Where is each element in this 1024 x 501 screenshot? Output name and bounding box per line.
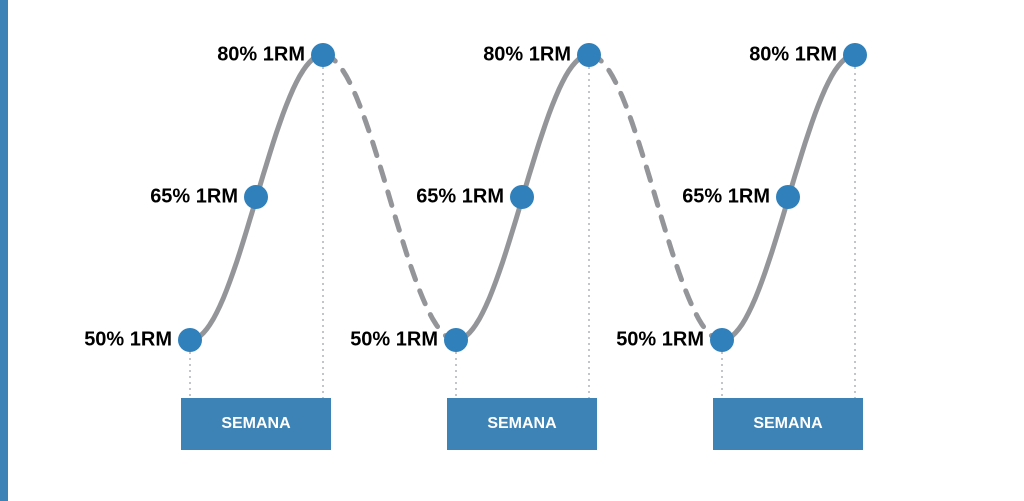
week-box-1: SEMANA [447, 398, 597, 450]
marker-4 [510, 185, 534, 209]
marker-2 [311, 43, 335, 67]
marker-7 [776, 185, 800, 209]
marker-3 [444, 328, 468, 352]
point-label-3: 50% 1RM [350, 329, 438, 352]
point-label-4: 65% 1RM [416, 186, 504, 209]
marker-6 [710, 328, 734, 352]
point-label-0: 50% 1RM [84, 329, 172, 352]
marker-0 [178, 328, 202, 352]
marker-1 [244, 185, 268, 209]
point-label-5: 80% 1RM [483, 44, 571, 67]
point-label-1: 65% 1RM [150, 186, 238, 209]
point-label-8: 80% 1RM [749, 44, 837, 67]
week-box-2: SEMANA [713, 398, 863, 450]
week-box-0: SEMANA [181, 398, 331, 450]
point-label-7: 65% 1RM [682, 186, 770, 209]
marker-5 [577, 43, 601, 67]
point-label-6: 50% 1RM [616, 329, 704, 352]
point-label-2: 80% 1RM [217, 44, 305, 67]
marker-8 [843, 43, 867, 67]
chart-stage: 50% 1RM 65% 1RM 80% 1RM 50% 1RM 65% 1RM 80% 1… [0, 0, 1024, 501]
